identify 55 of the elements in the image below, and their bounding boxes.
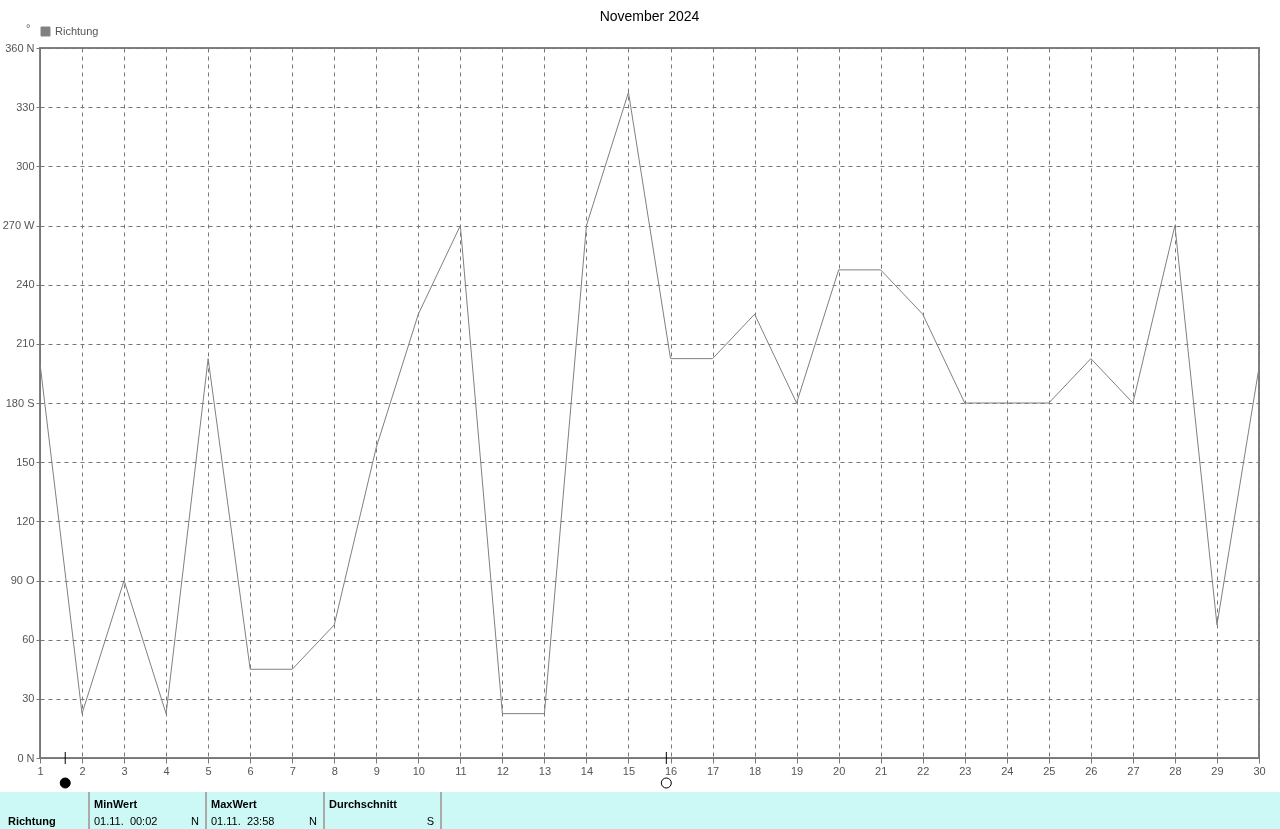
text: MaxWert: [211, 798, 257, 810]
y-tick-label: 240: [16, 278, 35, 291]
x-tick-label: 26: [1085, 764, 1098, 777]
y-tick-label: 360 N: [5, 41, 35, 54]
x-tick-label: 4: [163, 764, 170, 777]
x-tick-label: 2: [79, 764, 86, 777]
x-tick-label: 17: [706, 764, 720, 777]
x-tick-label: 8: [331, 764, 338, 777]
x-tick-label: 21: [875, 764, 888, 777]
x-tick-label: 30: [1253, 764, 1266, 777]
x-tick-label: 11: [455, 764, 467, 777]
legend-label: Richtung: [55, 24, 99, 37]
y-tick-label: 330: [16, 100, 35, 113]
x-tick-label: 29: [1211, 764, 1224, 777]
text: 01.11. 23:58: [211, 815, 275, 827]
x-tick-label: 27: [1127, 764, 1140, 777]
text: N: [191, 815, 199, 827]
y-tick-label: 120: [16, 514, 35, 527]
x-tick-label: 16: [664, 764, 678, 777]
text: 01.11. 00:02: [94, 815, 158, 827]
x-tick-label: 3: [121, 764, 128, 777]
x-tick-label: 7: [289, 764, 296, 777]
y-tick-label: 90 O: [10, 574, 35, 586]
text: S: [426, 815, 434, 827]
x-tick-label: 20: [833, 764, 846, 777]
x-tick-label: 13: [538, 764, 552, 777]
x-tick-label: 19: [791, 764, 804, 777]
x-tick-label: 25: [1043, 764, 1056, 777]
y-tick-label: 210: [16, 337, 35, 350]
x-tick-label: 28: [1169, 764, 1182, 777]
x-tick-label: 1: [37, 764, 44, 777]
x-tick-label: 6: [247, 764, 254, 777]
y-tick-label: 0 N: [17, 751, 35, 764]
text: Richtung: [8, 815, 56, 827]
x-tick-label: 23: [959, 764, 972, 777]
x-tick-label: 9: [373, 764, 380, 777]
y-tick-label: 270 W: [2, 219, 36, 231]
text: MinWert: [94, 798, 138, 810]
y-axis-title: °: [26, 22, 31, 34]
x-tick-label: 14: [580, 764, 594, 777]
x-tick-label: 24: [1001, 764, 1014, 777]
chart-title: November 2024: [599, 8, 700, 24]
y-tick-label: 180 S: [5, 396, 35, 409]
x-tick-label: 10: [412, 764, 425, 777]
x-tick-label: 22: [917, 764, 930, 777]
x-tick-label: 5: [205, 764, 212, 777]
text: N: [309, 815, 317, 827]
x-tick-label: 15: [622, 764, 636, 777]
text: Durchschnitt: [329, 798, 397, 810]
y-tick-label: 150: [16, 455, 35, 468]
y-tick-label: 60: [22, 633, 35, 646]
x-tick-label: 12: [496, 764, 509, 777]
x-tick-label: 18: [748, 764, 762, 777]
y-tick-label: 300: [16, 159, 35, 172]
y-tick-label: 30: [22, 692, 35, 705]
